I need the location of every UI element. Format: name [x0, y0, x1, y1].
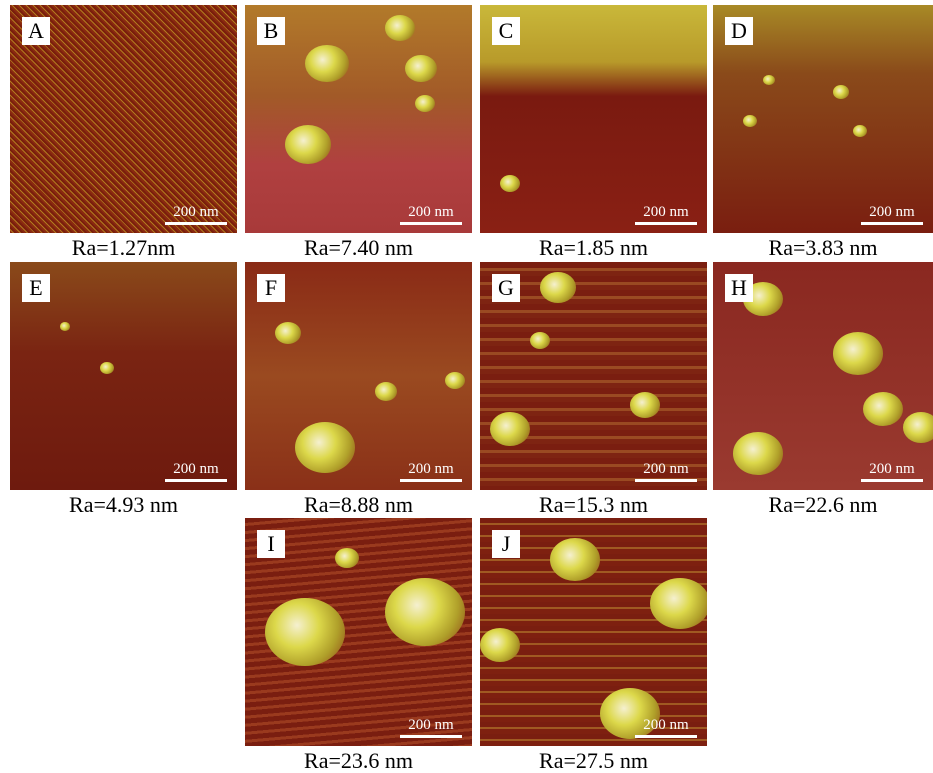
particle — [733, 432, 783, 475]
particle — [405, 55, 437, 82]
scale-text: 200 nm — [635, 461, 697, 478]
scale-text: 200 nm — [635, 204, 697, 221]
panel-label: G — [492, 274, 520, 302]
afm-image: A 200 nm — [10, 5, 237, 233]
afm-image: H 200 nm — [713, 262, 933, 490]
scale-line — [165, 222, 227, 225]
afm-image: I 200 nm — [245, 518, 472, 746]
afm-image: B 200 nm — [245, 5, 472, 233]
scale-line — [861, 222, 923, 225]
scale-bar: 200 nm — [635, 717, 697, 738]
afm-image: F 200 nm — [245, 262, 472, 490]
particle — [650, 578, 707, 629]
caption: Ra=7.40 nm — [245, 235, 472, 261]
scale-bar: 200 nm — [635, 461, 697, 482]
afm-image: J 200 nm — [480, 518, 707, 746]
particle — [335, 548, 359, 568]
particle — [540, 272, 576, 303]
caption: Ra=15.3 nm — [480, 492, 707, 518]
caption: Ra=22.6 nm — [713, 492, 933, 518]
caption: Ra=27.5 nm — [480, 748, 707, 773]
panel-label: A — [22, 17, 50, 45]
particle — [295, 422, 355, 473]
particle — [265, 598, 345, 666]
afm-image: D 200 nm — [713, 5, 933, 233]
particle — [530, 332, 550, 349]
caption: Ra=23.6 nm — [245, 748, 472, 773]
panel-label: J — [492, 530, 520, 558]
scale-bar: 200 nm — [400, 461, 462, 482]
particle — [833, 332, 883, 375]
caption: Ra=1.27nm — [10, 235, 237, 261]
afm-image: G 200 nm — [480, 262, 707, 490]
scale-line — [165, 479, 227, 482]
scale-line — [635, 479, 697, 482]
scale-line — [400, 479, 462, 482]
panel-label: H — [725, 274, 753, 302]
particle — [60, 322, 70, 331]
scale-bar: 200 nm — [861, 461, 923, 482]
panel-label: I — [257, 530, 285, 558]
particle — [385, 578, 465, 646]
afm-image: C 200 nm — [480, 5, 707, 233]
panel-label: B — [257, 17, 285, 45]
particle — [285, 125, 331, 164]
scale-text: 200 nm — [165, 204, 227, 221]
particle — [275, 322, 301, 344]
scale-text: 200 nm — [400, 717, 462, 734]
caption: Ra=8.88 nm — [245, 492, 472, 518]
particle — [763, 75, 775, 85]
panel-label: E — [22, 274, 50, 302]
particle — [833, 85, 849, 99]
afm-image: E 200 nm — [10, 262, 237, 490]
panel-label: C — [492, 17, 520, 45]
scale-text: 200 nm — [635, 717, 697, 734]
particle — [480, 628, 520, 662]
scale-text: 200 nm — [400, 204, 462, 221]
scale-bar: 200 nm — [165, 461, 227, 482]
particle — [385, 15, 415, 41]
caption: Ra=1.85 nm — [480, 235, 707, 261]
caption: Ra=3.83 nm — [713, 235, 933, 261]
particle — [853, 125, 867, 137]
scale-line — [635, 222, 697, 225]
particle — [630, 392, 660, 418]
particle — [445, 372, 465, 389]
scale-bar: 200 nm — [861, 204, 923, 225]
particle — [863, 392, 903, 426]
scale-text: 200 nm — [165, 461, 227, 478]
caption: Ra=4.93 nm — [10, 492, 237, 518]
particle — [305, 45, 349, 82]
particle — [743, 115, 757, 127]
particle — [415, 95, 435, 112]
scale-text: 200 nm — [400, 461, 462, 478]
particle — [375, 382, 397, 401]
scale-bar: 200 nm — [165, 204, 227, 225]
scale-text: 200 nm — [861, 204, 923, 221]
particle — [903, 412, 933, 443]
scale-line — [635, 735, 697, 738]
scale-text: 200 nm — [861, 461, 923, 478]
particle — [100, 362, 114, 374]
figure: A 200 nm Ra=1.27nm B 200 nm Ra=7.40 nm C 200 nm… — [0, 0, 933, 773]
scale-line — [400, 735, 462, 738]
particle — [550, 538, 600, 581]
scale-line — [400, 222, 462, 225]
scale-bar: 200 nm — [400, 717, 462, 738]
scale-bar: 200 nm — [400, 204, 462, 225]
particle — [490, 412, 530, 446]
scale-bar: 200 nm — [635, 204, 697, 225]
particle — [500, 175, 520, 192]
panel-label: D — [725, 17, 753, 45]
scale-line — [861, 479, 923, 482]
panel-label: F — [257, 274, 285, 302]
